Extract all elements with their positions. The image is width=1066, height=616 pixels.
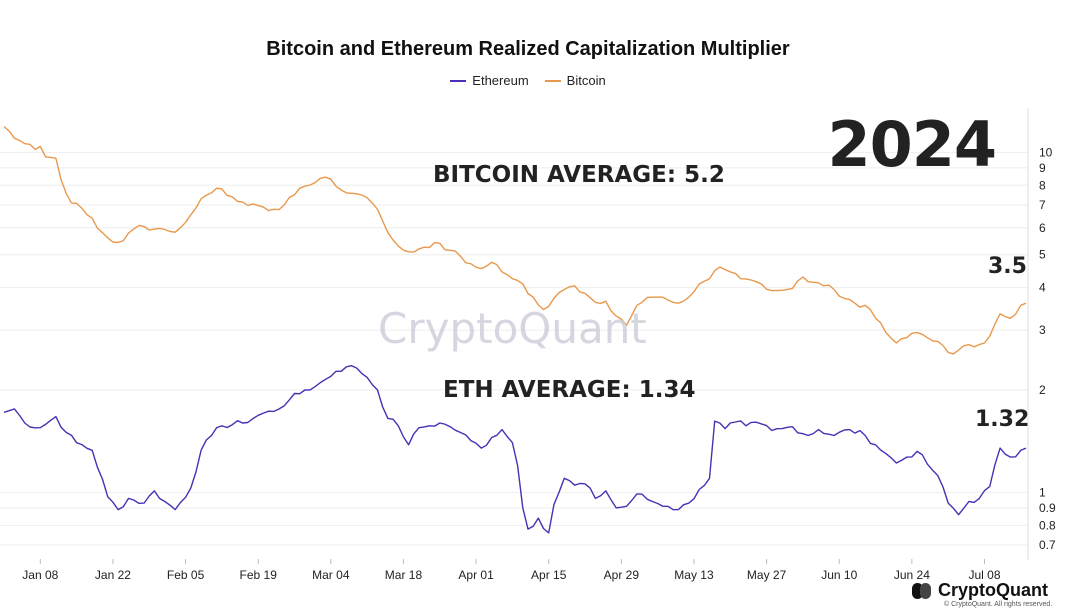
- y-tick-label: 0.7: [1039, 538, 1056, 552]
- legend-swatch-ethereum: [450, 79, 467, 82]
- y-tick-label: 5: [1039, 248, 1046, 262]
- x-axis: Jan 08 Jan 22 Feb 05 Feb 19 Mar 04 Mar 18 Apr …: [22, 559, 1001, 582]
- x-tick-label: Apr 29: [604, 568, 640, 582]
- bitcoin-average-annotation: BITCOIN AVERAGE: 5.2: [433, 162, 725, 188]
- cryptoquant-logo-icon: [912, 582, 932, 599]
- x-tick-label: Jul 08: [968, 568, 1000, 582]
- legend-item-bitcoin[interactable]: Bitcoin: [544, 73, 606, 88]
- eth-last-value-annotation: 1.32: [975, 407, 1030, 432]
- x-tick-label: Jan 22: [95, 568, 131, 582]
- grid-lines: [0, 151, 1028, 546]
- y-tick-label: 7: [1039, 198, 1046, 212]
- x-tick-label: May 27: [747, 568, 787, 582]
- legend-swatch-bitcoin: [544, 79, 561, 82]
- brand-name: CryptoQuant: [938, 580, 1048, 600]
- y-tick-label: 3: [1039, 323, 1046, 337]
- chart-title: Bitcoin and Ethereum Realized Capitaliza…: [266, 38, 790, 60]
- x-tick-label: Feb 05: [167, 568, 205, 582]
- x-tick-label: Feb 19: [240, 568, 278, 582]
- y-tick-label: 0.8: [1039, 518, 1056, 532]
- x-tick-label: Mar 18: [385, 568, 423, 582]
- x-tick-label: Apr 15: [531, 568, 567, 582]
- y-tick-label: 6: [1039, 221, 1046, 235]
- y-tick-label: 8: [1039, 178, 1046, 192]
- series-line-ethereum: [3, 365, 1027, 534]
- y-axis: 0.7 0.8 0.9 1 2 3 4 5 6 7 8 9 10: [1027, 108, 1056, 560]
- y-tick-label: 0.9: [1039, 501, 1056, 515]
- legend: Ethereum Bitcoin: [0, 73, 1056, 88]
- x-tick-label: Jun 10: [821, 568, 857, 582]
- y-tick-label: 4: [1039, 281, 1046, 295]
- y-tick-label: 1: [1039, 485, 1046, 499]
- y-tick-label: 2: [1039, 383, 1046, 397]
- x-tick-label: Mar 04: [312, 568, 350, 582]
- series-line-bitcoin: [3, 126, 1027, 355]
- y-tick-label: 10: [1039, 145, 1053, 159]
- brand-logo: CryptoQuant: [912, 580, 1048, 601]
- bitcoin-last-value-annotation: 3.5: [988, 254, 1027, 279]
- x-tick-label: Jan 08: [22, 568, 58, 582]
- copyright-text: © CryptoQuant. All rights reserved.: [944, 601, 1053, 608]
- watermark: CryptoQuant: [378, 304, 647, 353]
- x-tick-label: Jun 24: [894, 568, 930, 582]
- legend-label-bitcoin: Bitcoin: [566, 73, 606, 88]
- eth-average-annotation: ETH AVERAGE: 1.34: [443, 377, 696, 403]
- legend-item-ethereum[interactable]: Ethereum: [450, 73, 529, 88]
- legend-label-ethereum: Ethereum: [472, 73, 529, 88]
- x-tick-label: May 13: [674, 568, 714, 582]
- year-label: 2024: [827, 108, 997, 181]
- y-tick-label: 9: [1039, 161, 1046, 175]
- series-lines: [3, 126, 1027, 534]
- x-tick-label: Apr 01: [458, 568, 494, 582]
